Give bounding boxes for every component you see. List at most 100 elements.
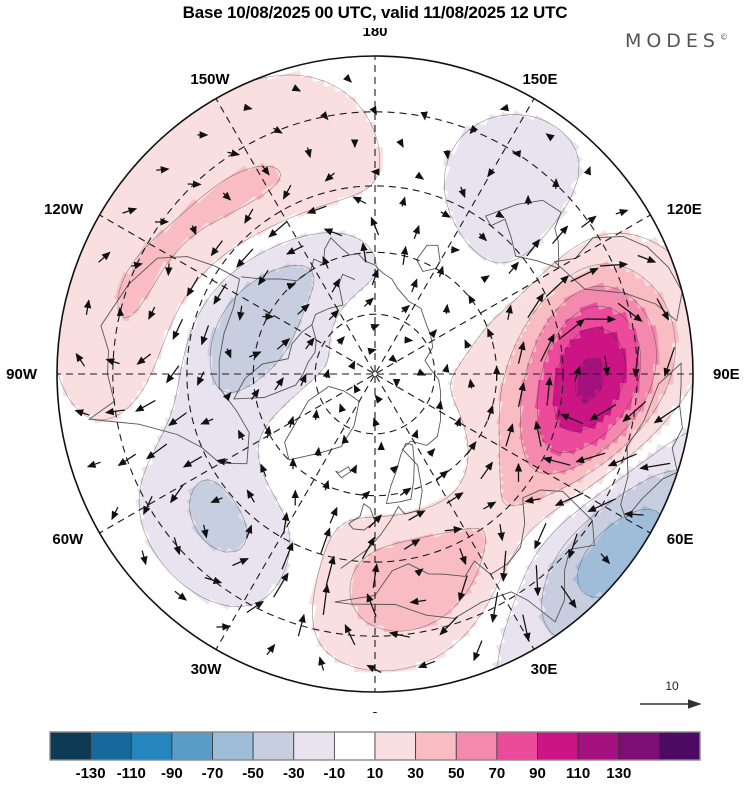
shading-cell	[348, 122, 359, 131]
shading-cell	[389, 581, 398, 589]
shading-cell	[97, 383, 105, 394]
shading-cell	[350, 540, 358, 548]
shading-cell	[494, 364, 501, 371]
shading-cell	[374, 553, 382, 560]
shading-cell	[211, 373, 219, 381]
shading-cell	[630, 579, 646, 595]
shading-cell	[76, 363, 85, 375]
shading-cell	[589, 365, 596, 375]
shading-cell	[531, 384, 538, 392]
shading-cell	[195, 385, 203, 394]
shading-cell	[275, 363, 282, 368]
shading-cell	[212, 356, 219, 364]
shading-cell	[374, 664, 386, 673]
shading-cell	[637, 345, 646, 356]
shading-cell	[531, 356, 538, 364]
shading-cell	[542, 373, 550, 381]
shading-cell	[553, 354, 561, 362]
shading-cell	[489, 365, 496, 371]
modes-logo-text: MODES	[624, 30, 720, 52]
shading-cell	[499, 369, 506, 375]
polar-map-svg[interactable]: 180150E120E90E60E30E030W60W90W120W150W 1…	[0, 23, 750, 726]
shading-cell	[632, 373, 640, 384]
shading-cell	[212, 350, 220, 358]
shading-cell	[384, 644, 395, 652]
shading-cell	[238, 364, 246, 370]
shading-cell	[212, 384, 219, 392]
shading-cell	[285, 367, 292, 372]
shading-cell	[90, 383, 99, 395]
shading-cell	[499, 364, 506, 370]
shading-cell	[654, 444, 665, 457]
shading-cell	[249, 364, 256, 371]
shading-cell	[606, 381, 615, 392]
shading-cell	[360, 570, 369, 577]
shading-cell	[565, 380, 573, 389]
shading-cell	[374, 606, 384, 614]
shading-cell	[352, 165, 362, 173]
shading-cell	[117, 391, 126, 402]
shading-cell	[694, 351, 702, 363]
shading-cell	[639, 556, 653, 572]
shading-cell	[692, 441, 693, 456]
shading-cell	[382, 612, 393, 620]
shading-cell	[347, 623, 358, 632]
polar-map[interactable]: 180150E120E90E60E30E030W60W90W120W150W 1…	[0, 23, 750, 726]
shading-cell	[290, 367, 297, 372]
shading-cell	[360, 165, 369, 173]
shading-cell	[116, 373, 124, 384]
shading-cell	[366, 588, 376, 595]
shading-cell	[386, 546, 395, 554]
shading-cell	[689, 281, 693, 296]
shading-cell	[494, 373, 501, 379]
shading-cell	[123, 373, 131, 384]
shading-cell	[136, 348, 144, 359]
shading-cell	[510, 674, 526, 687]
shading-cell	[632, 382, 640, 393]
shading-cell	[383, 618, 393, 626]
shading-cell	[535, 390, 543, 398]
shading-cell	[510, 373, 517, 380]
shading-cell	[595, 365, 602, 375]
shading-cell	[76, 373, 85, 385]
shading-cell	[200, 361, 208, 369]
shading-cell	[601, 373, 609, 383]
shading-cell	[695, 363, 703, 374]
shading-cell	[228, 378, 235, 385]
shading-cell	[354, 650, 366, 659]
shading-cell	[637, 392, 646, 403]
shading-cell	[189, 379, 197, 388]
shading-cell	[526, 368, 533, 375]
shading-cell	[223, 357, 230, 365]
shading-cell	[638, 570, 653, 586]
shading-cell	[259, 365, 267, 371]
shading-cell	[207, 390, 215, 398]
shading-cell	[117, 346, 126, 357]
shading-cell	[228, 358, 235, 365]
shading-cell	[358, 147, 368, 155]
shading-cell	[70, 341, 79, 354]
shading-cell	[678, 340, 688, 354]
shading-cell	[391, 617, 402, 626]
shading-cell	[651, 537, 666, 552]
shading-cell	[664, 342, 673, 355]
shading-cell	[571, 359, 578, 368]
shading-cell	[380, 547, 388, 554]
shading-cell	[383, 637, 395, 646]
shading-cell	[677, 485, 690, 500]
shading-cell	[97, 344, 106, 356]
shading-cell	[194, 367, 202, 375]
shading-cell	[542, 385, 549, 393]
shading-cell	[254, 369, 261, 375]
shading-cell	[394, 649, 406, 659]
shading-cell	[600, 349, 608, 359]
shading-cell	[663, 517, 677, 532]
shading-cell	[692, 292, 693, 307]
shading-cell	[238, 368, 245, 375]
shading-cell	[537, 379, 544, 387]
shading-cell	[687, 429, 693, 443]
shading-cell	[374, 618, 385, 626]
shading-cell	[352, 581, 361, 589]
shading-cell	[359, 581, 369, 589]
shading-cell	[638, 373, 647, 384]
